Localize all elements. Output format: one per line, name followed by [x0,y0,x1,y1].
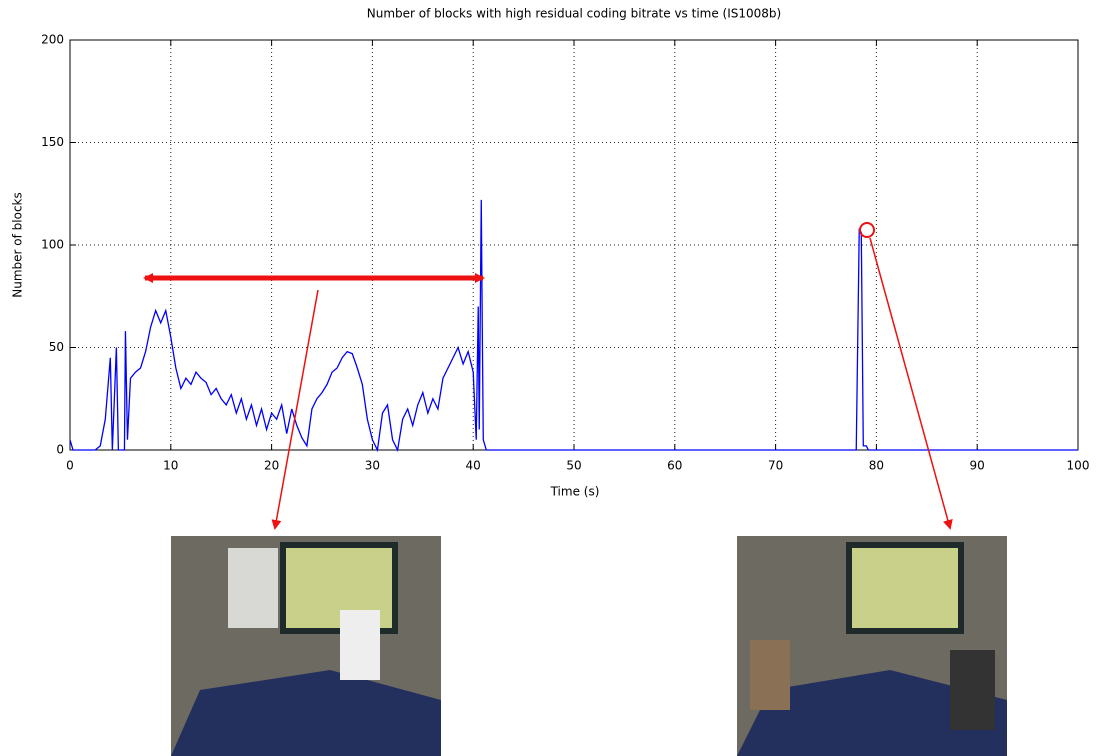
x-tick-label: 50 [566,459,581,473]
x-tick-label: 30 [365,459,380,473]
x-tick-label: 100 [1067,459,1090,473]
y-tick-label: 200 [41,33,64,47]
y-tick-label: 150 [41,135,64,149]
y-tick-label: 50 [49,340,64,354]
plot-area: 0 50 100 150 200 0 10 20 30 40 50 60 70 80 90 100 [41,33,1089,473]
x-tick-label: 40 [466,459,481,473]
y-tick-label: 0 [56,443,64,457]
video-frame [171,536,441,756]
x-tick-label: 60 [667,459,682,473]
x-tick-label: 0 [66,459,74,473]
x-tick-label: 10 [163,459,178,473]
video-frame [737,536,1007,756]
x-tick-label: 80 [869,459,884,473]
x-tick-label: 70 [768,459,783,473]
chart: Number of blocks with high residual codi… [0,0,1106,756]
y-tick-label: 100 [41,238,64,252]
x-tick-label: 20 [264,459,279,473]
x-axis-label: Time (s) [550,485,600,499]
y-axis-label: Number of blocks [11,192,25,298]
chart-title: Number of blocks with high residual codi… [367,7,781,21]
x-tick-label: 90 [970,459,985,473]
